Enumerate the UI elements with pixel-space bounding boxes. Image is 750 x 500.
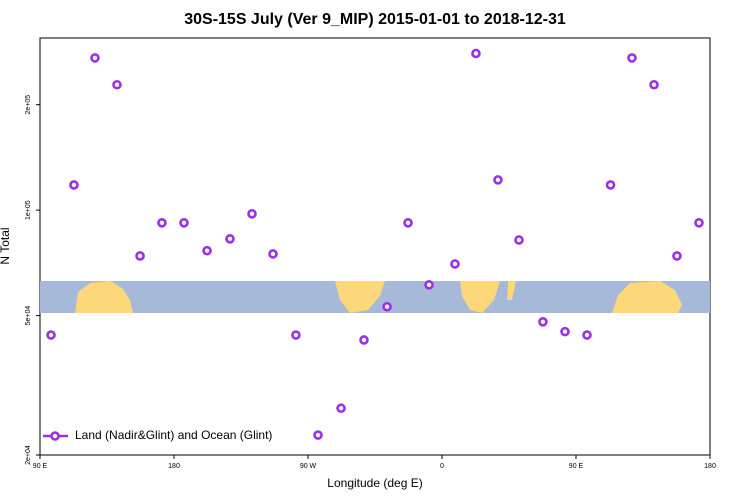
x-tick-label: 180 [168,463,180,470]
point [135,251,145,261]
point [382,301,392,312]
point [46,330,56,340]
point [694,218,704,228]
map-strip [40,281,710,313]
legend-label: Land (Nadir&Glint) and Ocean (Glint) [75,428,272,442]
point [450,259,460,269]
point [582,330,592,340]
x-tick-label: 90 W [300,463,317,470]
point [179,218,189,228]
point [359,335,369,345]
y-axis-label: N Total [0,227,12,264]
point [202,245,212,256]
point [247,209,257,219]
point [403,218,413,228]
x-tick-label: 90 E [569,463,584,470]
point [112,79,122,90]
y-tick-label: 5e+04 [25,306,32,326]
point [560,326,570,337]
point [649,79,659,90]
x-tick-label: 180 [704,463,716,470]
point [538,317,548,327]
point [268,249,278,259]
point [90,53,100,63]
point [313,430,323,440]
point [424,280,434,290]
y-tick-label: 1e+05 [25,200,32,220]
chart-title: 30S-15S July (Ver 9_MIP) 2015-01-01 to 2… [184,11,566,28]
point [627,53,637,63]
plot-frame [39,37,711,456]
point [225,234,235,244]
point [493,175,503,185]
point [672,251,682,261]
legend-marker [50,431,60,441]
x-tick-label: 0 [440,463,444,470]
y-tick-label: 2e+05 [25,95,32,115]
x-tick-label: 90 E [33,463,48,470]
point [605,180,616,190]
y-tick-label: 2e+04 [25,445,32,465]
x-axis-label: Longitude (deg E) [327,476,422,490]
point [514,235,524,245]
point [291,330,301,340]
point [471,48,481,59]
point [69,180,79,190]
point [336,403,346,414]
point [157,218,167,228]
